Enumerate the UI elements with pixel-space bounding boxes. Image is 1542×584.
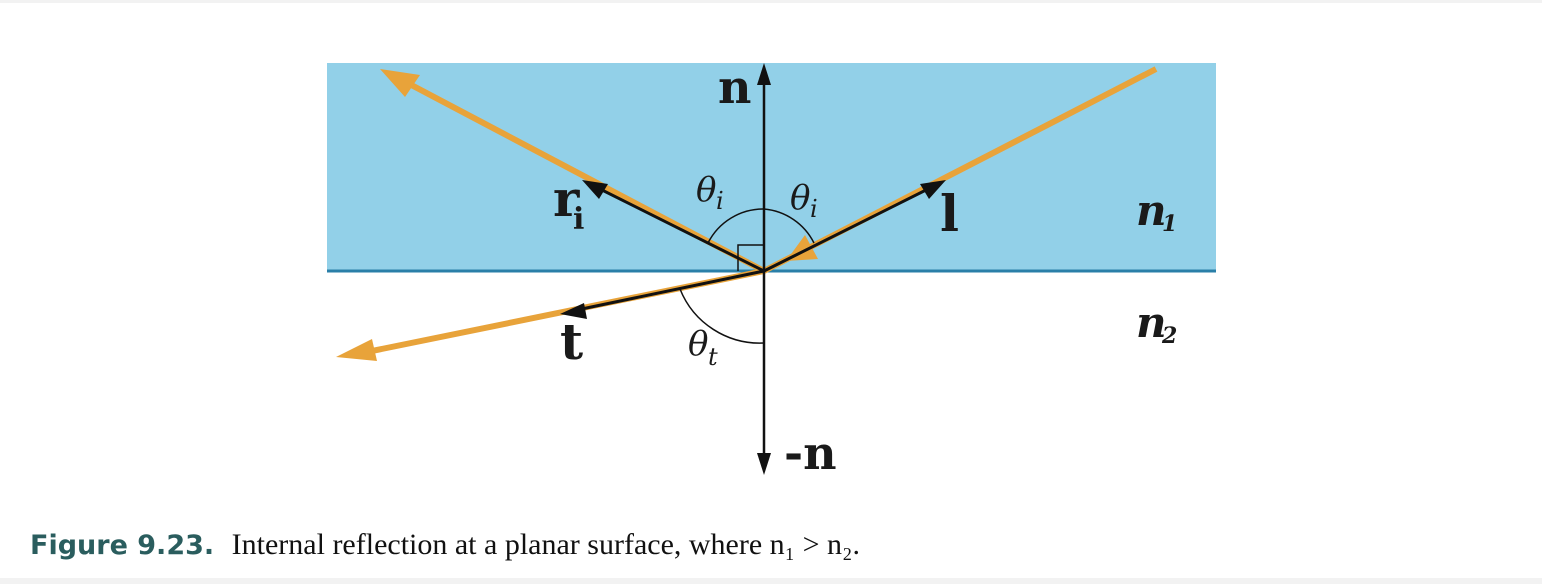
transmitted-ray-arrowhead	[336, 339, 377, 361]
reflection-diagram: n -n l r i t θ i θ i θ t n 1 n 2	[327, 60, 1216, 480]
reflected-label: r	[553, 169, 580, 228]
normal-label: n	[718, 60, 751, 114]
n2-label: n	[1136, 298, 1167, 347]
reflected-ray-arrowhead	[380, 69, 420, 97]
transmitted-vector-arrowhead	[560, 303, 587, 319]
n1-sub: 1	[1162, 211, 1177, 237]
neg-normal-arrowhead	[757, 453, 771, 475]
theta-i-left-sub: i	[716, 187, 724, 215]
neg-normal-label: -n	[784, 426, 837, 480]
medium-n1-region	[327, 63, 1216, 271]
reflected-vector-arrowhead	[582, 180, 608, 199]
theta-i-left-arc	[707, 208, 765, 244]
theta-i-left-label: θ	[696, 170, 716, 210]
normal-arrowhead	[757, 63, 771, 85]
incident-label: l	[940, 184, 959, 243]
n1-label: n	[1136, 186, 1167, 235]
theta-i-right-label: θ	[790, 178, 810, 218]
incident-vector	[763, 183, 937, 273]
right-angle-marker	[737, 244, 764, 271]
theta-t-label: θ	[688, 324, 708, 364]
theta-i-right-arc	[763, 208, 815, 244]
theta-t-sub: t	[708, 343, 718, 371]
transmitted-label: t	[560, 312, 583, 371]
theta-t-arc	[679, 288, 765, 344]
reflected-vector	[591, 183, 765, 273]
figure-number: Figure 9.23.	[30, 530, 215, 561]
incident-vector-arrowhead	[920, 180, 946, 199]
figure-caption: Figure 9.23. Internal reflection at a pl…	[30, 525, 860, 566]
theta-i-right-sub: i	[810, 195, 818, 223]
transmitted-vector	[571, 269, 765, 313]
n2-sub: 2	[1161, 323, 1177, 349]
reflected-label-sub: i	[573, 202, 584, 237]
figure-caption-text: Internal reflection at a planar surface,…	[231, 528, 861, 561]
